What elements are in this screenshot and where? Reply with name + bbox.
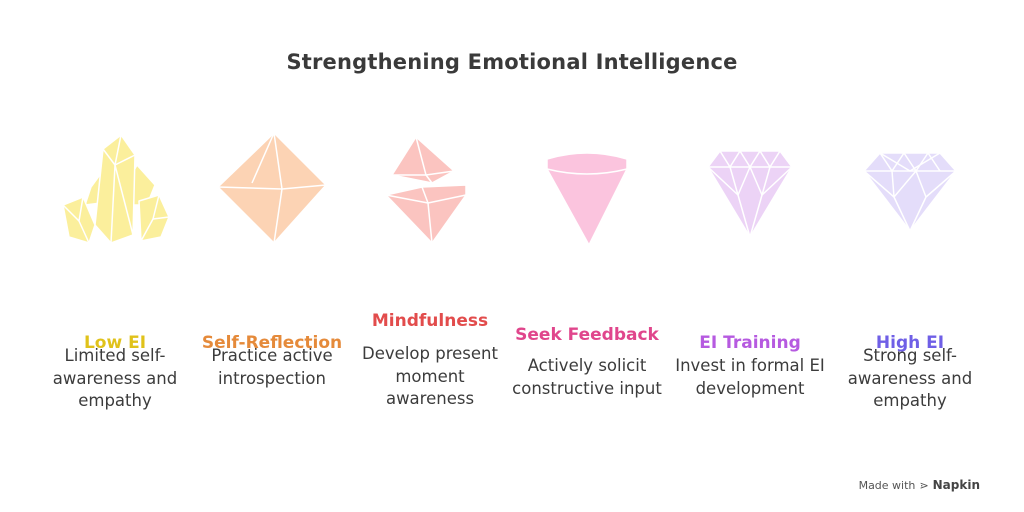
stage-label: Low EI <box>83 333 147 353</box>
stage-description: Actively solicit constructive input <box>512 356 662 398</box>
stage-label: High EI <box>875 333 945 353</box>
stage-label: Mindfulness <box>371 311 489 331</box>
stage-description: Limited self-awareness and empathy <box>52 346 178 410</box>
made-with-text: Made with <box>858 478 916 492</box>
split-gem-icon <box>385 136 467 244</box>
crystal-cluster-icon <box>62 134 170 244</box>
stage-high-ei: High EI Strong self-awareness and empath… <box>835 0 985 512</box>
napkin-watermark: Made with ⋗ Napkin <box>859 478 980 492</box>
diamond-icon <box>863 152 957 232</box>
cone-gem-icon <box>546 152 628 246</box>
stage-label: Self-Reflection <box>201 333 343 353</box>
stage-description: Develop present moment awareness <box>362 344 498 408</box>
stage-self-reflection: Self-Reflection Practice active introspe… <box>197 0 347 512</box>
stage-ei-training: EI Training Invest in formal EI developm… <box>675 0 825 512</box>
stage-description: Practice active introspection <box>211 346 333 388</box>
octahedron-gem-icon <box>217 132 327 244</box>
stage-mindfulness: Mindfulness Develop present moment aware… <box>355 0 505 512</box>
stage-description: Strong self-awareness and empathy <box>847 346 973 410</box>
stage-label: EI Training <box>699 333 801 353</box>
stage-seek-feedback: Seek Feedback Actively solicit construct… <box>512 0 662 512</box>
cut-gem-icon <box>707 150 793 238</box>
diagram-title: Strengthening Emotional Intelligence <box>286 50 738 74</box>
stage-description: Invest in formal EI development <box>675 356 825 398</box>
stage-label: Seek Feedback <box>515 325 659 345</box>
stage-low-ei: Low EI Limited self-awareness and empath… <box>40 0 190 512</box>
brand-name: Napkin <box>932 478 980 492</box>
napkin-logo-icon: ⋗ <box>919 478 929 492</box>
